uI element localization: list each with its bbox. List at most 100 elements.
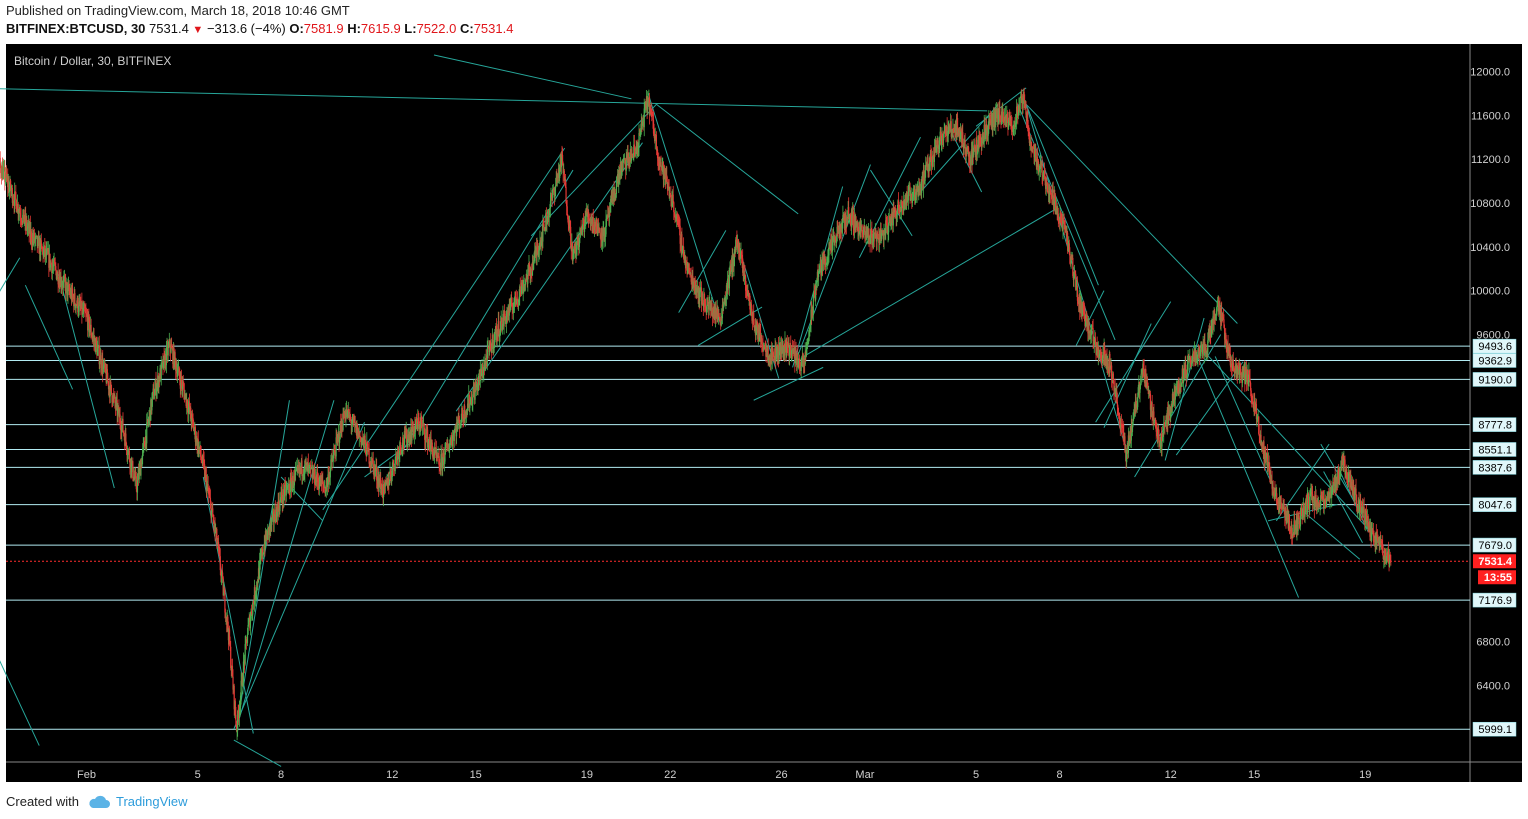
candle-body [652,120,655,134]
candle-body [90,324,92,336]
candle-body [610,198,612,213]
candle-body [427,441,429,448]
candle-body [341,429,344,431]
candle-body [1356,494,1358,506]
candle-body [1195,350,1197,362]
candle-body [651,111,653,115]
high-label: H: [347,21,361,36]
candle-body [199,445,202,456]
candle-body [560,153,563,168]
candle-body [223,591,225,593]
candle-body [1230,363,1233,368]
trendline [1025,104,1099,286]
candle-body [8,187,11,192]
trendline [58,274,115,489]
candle-body [205,472,207,475]
candle-body [477,384,479,391]
y-tick-label: 10800.0 [1470,198,1510,210]
candle-body [650,110,652,112]
candle-body [717,307,719,318]
candle-body [180,376,183,383]
candle-body [140,463,142,476]
candle-body [72,295,74,298]
candle-body [143,440,146,447]
candle-body [688,267,691,269]
candle-body [37,237,39,247]
candle-body [1294,520,1296,535]
candle-body [121,424,123,433]
candle-body [1322,496,1324,500]
candle-body [1074,271,1076,274]
candle-body [490,342,492,349]
candle-body [1213,315,1215,324]
candle-body [984,124,986,133]
x-tick-label: 8 [278,769,284,781]
candle-body [279,498,282,500]
candle-body [1222,317,1225,320]
symbol-name: BITFINEX:BTCUSD, 30 [6,21,146,36]
candle-body [704,303,706,305]
candle-body [632,155,634,158]
candle-body [26,219,28,230]
candle-body [605,218,607,235]
candle-body [1142,363,1144,375]
candle-body [465,409,468,418]
candle-body [112,395,114,404]
candle-body [215,531,217,533]
candle-body [212,516,214,521]
candle-body [211,510,213,518]
candle-body [949,126,951,131]
candle-body [707,299,709,305]
candle-body [924,170,926,181]
candle-body [930,156,933,166]
candle-body [307,463,309,472]
candle-body [274,509,276,520]
candle-body [120,423,122,431]
candle-body [928,167,930,173]
candle-body [800,365,802,371]
candle-body [1002,111,1004,121]
candle-body [388,481,391,486]
candle-body [819,268,821,270]
candle-body [349,414,351,418]
candle-body [597,224,600,232]
candle-body [1182,377,1185,384]
candle-body [703,293,706,304]
price-chart[interactable]: 6400.0 6800.0 9600.0 10000.0 10400.0 10800.0 1… [0,42,1528,784]
candle-body [1155,419,1157,428]
candle-body [245,639,247,641]
candle-body [84,306,86,312]
candle-body [992,113,994,131]
candle-body [561,153,563,155]
candle-body [330,459,332,469]
candle-body [416,418,418,424]
candle-body [372,460,374,465]
candle-body [679,225,681,244]
trendline [794,164,871,363]
candle-body [692,275,694,282]
candle-body [1121,424,1123,428]
candle-body [1063,220,1065,224]
trendline [1075,290,1105,346]
candle-body [848,214,850,217]
candle-body [1067,249,1069,251]
candle-body [232,676,234,690]
candle-body [846,217,848,227]
candle-body [1323,499,1325,509]
candle-body [1044,176,1046,182]
candle-body [909,186,911,201]
candle-body [272,511,275,523]
candle-body [210,501,212,518]
candle-body [511,306,513,310]
candle-body [333,451,335,456]
candle-body [769,358,771,363]
candle-body [846,217,849,218]
high-value: 7615.9 [360,21,401,36]
candle-body [45,249,48,256]
candle-body [889,218,891,226]
candle-body [552,188,554,199]
candle-body [501,317,503,331]
candle-body [648,96,651,115]
candle-body [1207,340,1209,353]
candle-body [128,450,130,461]
